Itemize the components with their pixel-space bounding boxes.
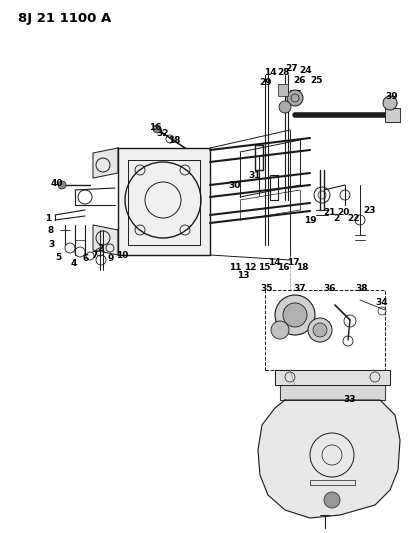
- Text: 21: 21: [323, 207, 335, 216]
- Bar: [277, 84, 287, 96]
- Text: 34: 34: [375, 297, 387, 306]
- Text: 19: 19: [303, 215, 315, 224]
- Text: 32: 32: [156, 128, 169, 138]
- Text: 26: 26: [293, 76, 306, 85]
- Bar: [264, 290, 384, 370]
- Text: 7: 7: [92, 251, 98, 260]
- Polygon shape: [93, 225, 118, 255]
- Polygon shape: [118, 148, 209, 255]
- Circle shape: [274, 295, 314, 335]
- Text: 20: 20: [336, 207, 348, 216]
- Text: 13: 13: [236, 271, 249, 279]
- Text: 35: 35: [260, 284, 272, 293]
- Text: 27: 27: [285, 63, 298, 72]
- Text: 15: 15: [257, 262, 270, 271]
- Polygon shape: [93, 148, 118, 178]
- Circle shape: [270, 321, 288, 339]
- Text: 28: 28: [277, 68, 290, 77]
- Text: 14: 14: [267, 257, 280, 266]
- Circle shape: [286, 90, 302, 106]
- Text: 11: 11: [228, 262, 240, 271]
- Text: 36: 36: [323, 284, 335, 293]
- Text: 18: 18: [295, 262, 308, 271]
- Text: 4: 4: [71, 259, 77, 268]
- Text: 25: 25: [310, 76, 322, 85]
- Text: 2: 2: [332, 214, 338, 222]
- Text: 37: 37: [293, 284, 306, 293]
- Text: 16: 16: [276, 262, 288, 271]
- Text: 29: 29: [259, 77, 272, 86]
- Text: 8: 8: [48, 225, 54, 235]
- Text: 30: 30: [228, 181, 240, 190]
- Bar: [384, 108, 399, 122]
- Text: 6: 6: [83, 254, 89, 262]
- Text: 12: 12: [243, 262, 256, 271]
- Text: 33: 33: [343, 395, 355, 405]
- Text: 5: 5: [55, 253, 61, 262]
- Text: 24: 24: [299, 66, 312, 75]
- Polygon shape: [274, 370, 389, 385]
- Text: 38: 38: [355, 284, 367, 293]
- Text: 9: 9: [108, 254, 114, 262]
- Circle shape: [58, 181, 66, 189]
- Circle shape: [282, 303, 306, 327]
- Circle shape: [153, 125, 161, 133]
- Circle shape: [323, 492, 339, 508]
- Circle shape: [278, 101, 290, 113]
- Text: 10: 10: [115, 251, 128, 260]
- Circle shape: [312, 323, 326, 337]
- Text: 16: 16: [148, 123, 161, 132]
- Text: 8J 21 1100 A: 8J 21 1100 A: [18, 12, 111, 25]
- Text: 1: 1: [45, 214, 51, 222]
- Text: 39: 39: [385, 92, 397, 101]
- Polygon shape: [257, 400, 399, 518]
- Text: 18: 18: [167, 135, 180, 144]
- Text: 40: 40: [51, 179, 63, 188]
- Text: 3: 3: [49, 239, 55, 248]
- Text: 23: 23: [363, 206, 375, 214]
- Circle shape: [307, 318, 331, 342]
- Text: 31: 31: [248, 171, 261, 180]
- Text: 22: 22: [347, 214, 360, 222]
- Circle shape: [382, 96, 396, 110]
- Text: 14: 14: [263, 68, 276, 77]
- Text: 2: 2: [97, 244, 103, 253]
- Text: 17: 17: [286, 257, 299, 266]
- Polygon shape: [279, 385, 384, 400]
